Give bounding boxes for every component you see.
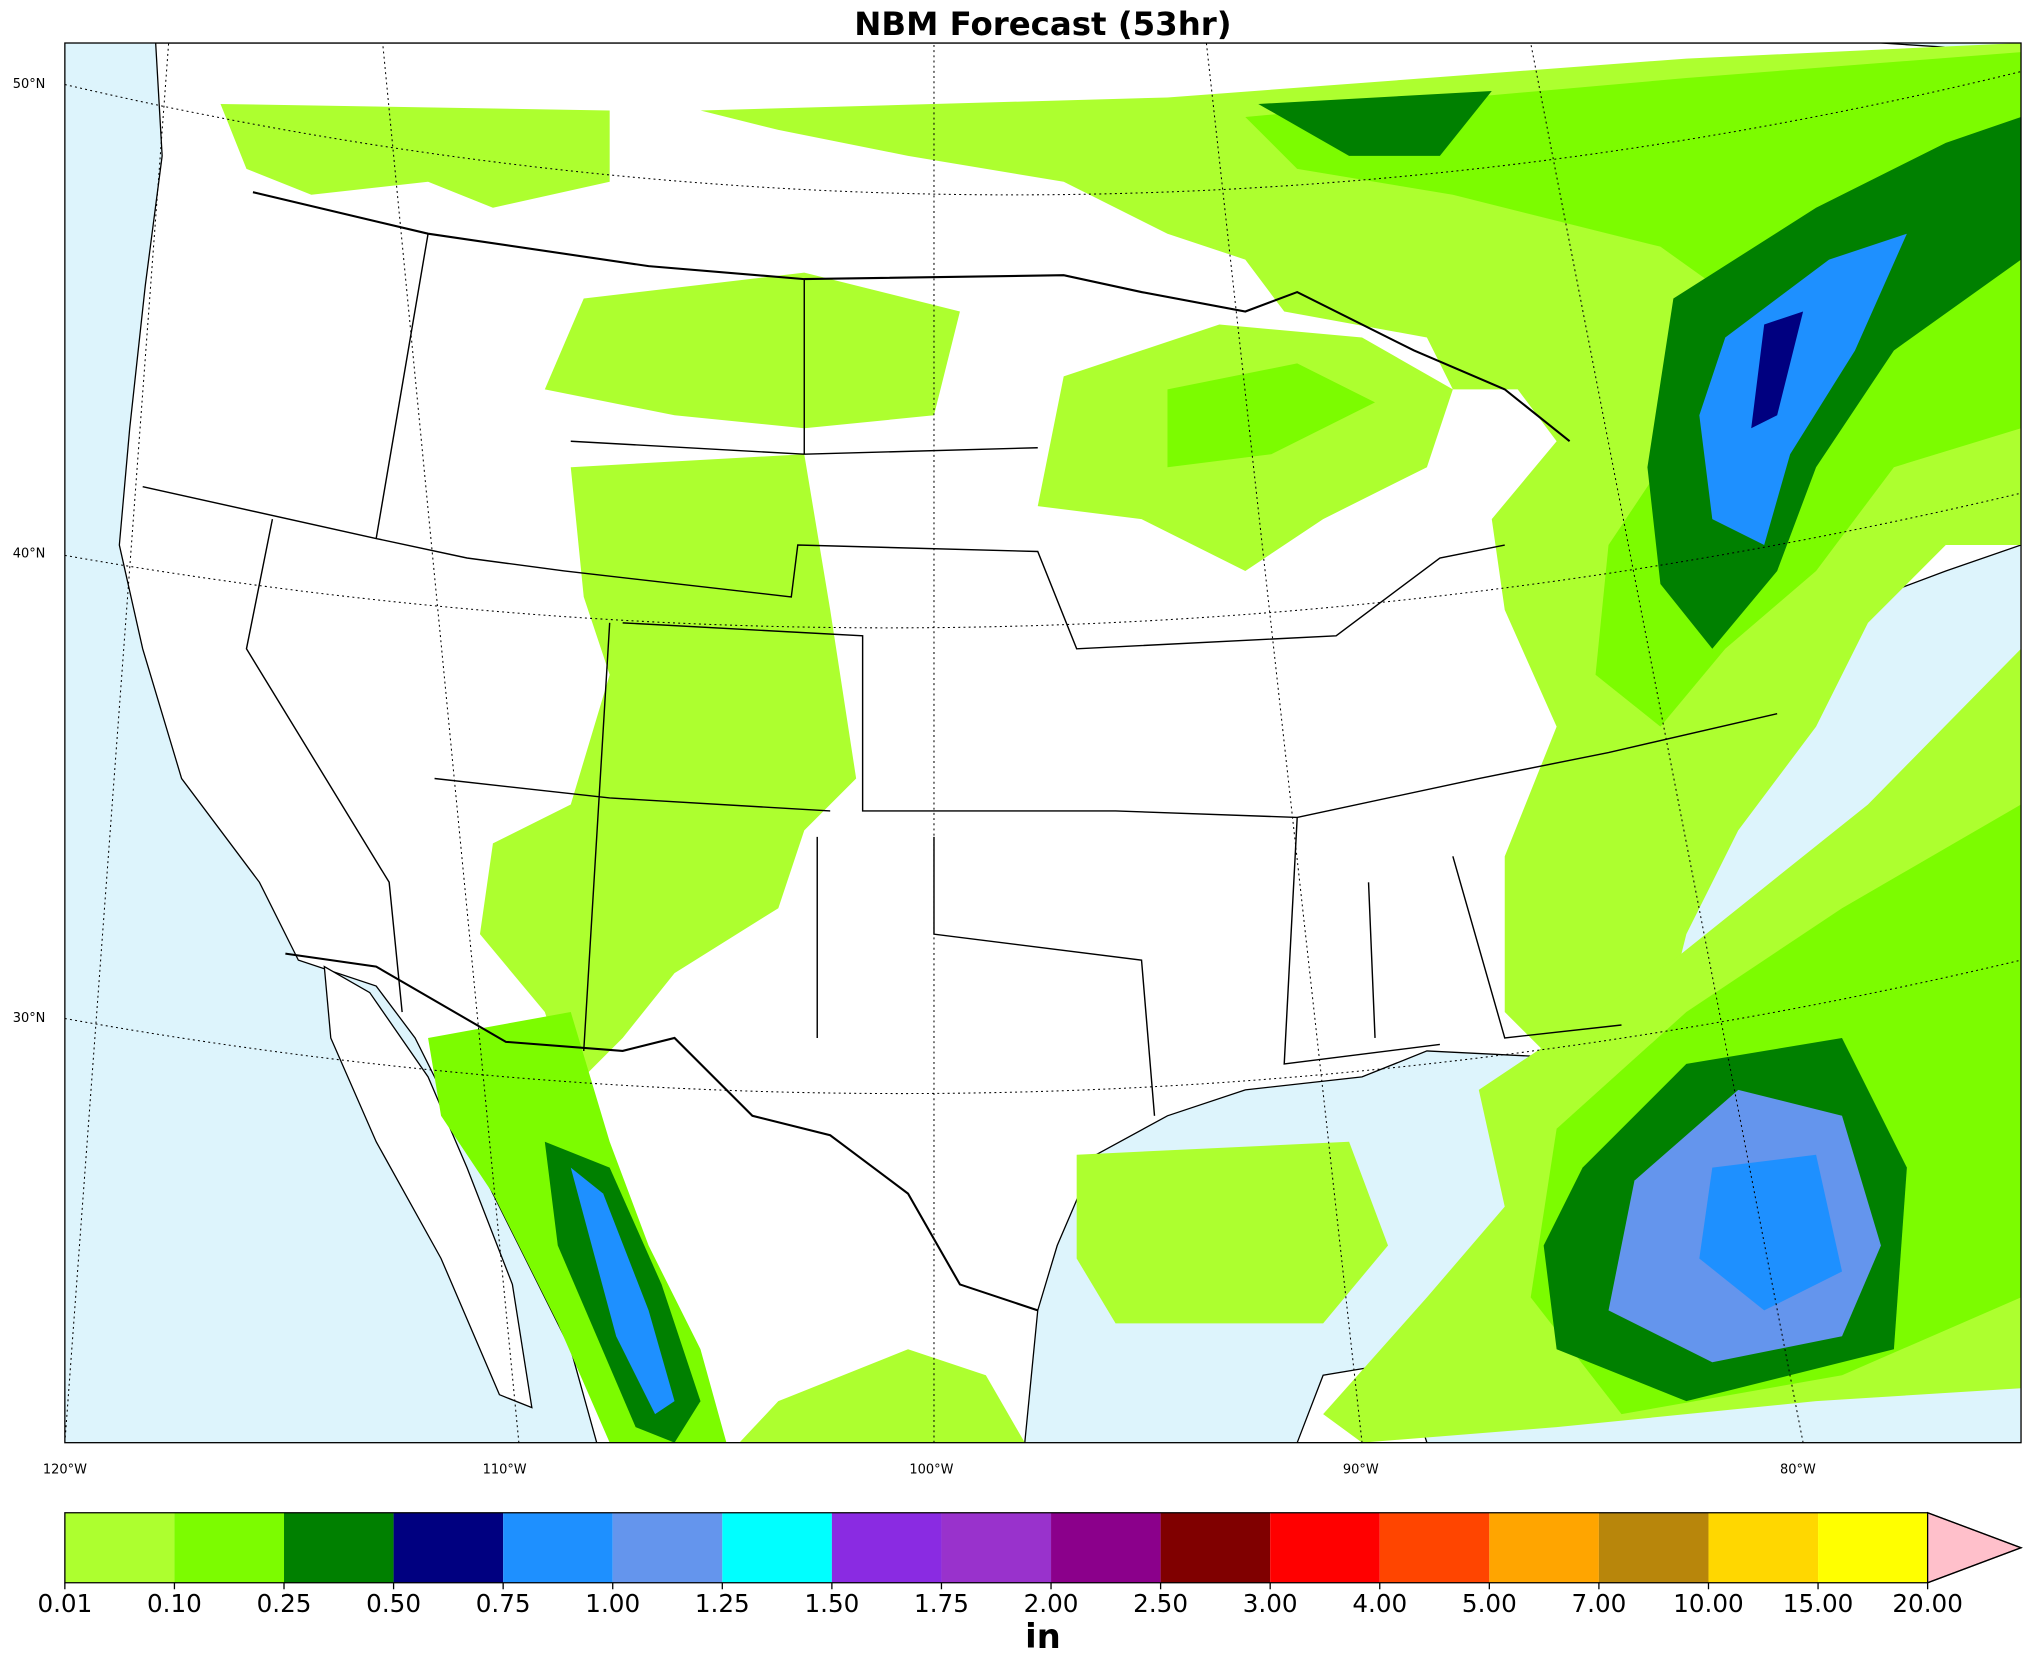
precip-area [1699, 233, 1907, 546]
lat-label: 30°N [13, 1011, 46, 1026]
colorbar-outline [64, 1512, 2023, 1584]
colorbar-segment [174, 1512, 285, 1583]
colorbar-tick-label: 2.50 [1133, 1589, 1188, 1618]
colorbar-tick-label: 10.00 [1673, 1589, 1744, 1618]
colorbar-segment [1818, 1512, 1928, 1583]
colorbar-segment [831, 1512, 942, 1583]
colorbar-tick-label: 4.00 [1352, 1589, 1407, 1618]
colorbar-tick-label: 0.25 [257, 1589, 312, 1618]
graticule [64, 43, 2022, 1443]
colorbar-segment [284, 1512, 394, 1583]
map [64, 43, 2022, 1443]
lon-label: 90°W [1343, 1462, 1379, 1477]
colorbar: 0.01 0.10 0.25 0.50 0.75 1.00 1.25 1.50 1.75 2.00… [37, 1511, 2023, 1618]
colorbar-tick-label: 1.25 [695, 1589, 750, 1618]
colorbar-tick-label: 0.10 [147, 1589, 202, 1618]
colorbar-tick-label: 1.50 [804, 1589, 859, 1618]
precip-area [1751, 311, 1804, 429]
colorbar-segment [612, 1512, 723, 1583]
lon-label: 120°W [43, 1462, 87, 1477]
precipitation [220, 43, 2022, 1443]
map-frame [64, 42, 2022, 1444]
lon-label: 110°W [483, 1462, 527, 1477]
state-borders [142, 233, 1778, 1116]
colorbar-segment [1489, 1512, 1599, 1583]
colorbar-tick-label: 15.00 [1783, 1589, 1854, 1618]
lon-label: 100°W [909, 1462, 953, 1477]
colorbar-tick-label: 0.75 [476, 1589, 531, 1618]
lat-label: 40°N [13, 547, 46, 562]
colorbar-tick-label: 7.00 [1571, 1589, 1626, 1618]
us-canada-border [252, 191, 1571, 443]
colorbar-segment [1051, 1512, 1161, 1583]
colorbar-tick-label: 5.00 [1462, 1589, 1517, 1618]
colorbar-tick-label: 3.00 [1243, 1589, 1298, 1618]
baja [323, 965, 533, 1409]
precip-area [1258, 91, 1492, 156]
title: NBM Forecast (53hr) [854, 5, 1231, 43]
colorbar-tick-label: 1.75 [914, 1589, 969, 1618]
colorbar-segment [1708, 1512, 1819, 1583]
precip-area [570, 1167, 675, 1415]
precip-area [1167, 363, 1376, 468]
colorbar-segment [1598, 1512, 1709, 1583]
colorbar-segment [941, 1512, 1052, 1583]
colorbar-segment [722, 1512, 832, 1583]
colorbar-tick-label: 20.00 [1892, 1589, 1963, 1618]
colorbar-segment [1270, 1512, 1380, 1583]
precip-area [739, 1349, 1025, 1443]
precip-area [1699, 1154, 1843, 1311]
colorbar-segment [1160, 1512, 1271, 1583]
precip-area [1076, 1141, 1388, 1324]
colorbar-tick-label: 1.00 [585, 1589, 640, 1618]
lat-label: 50°N [13, 77, 46, 92]
colorbar-tick-label: 0.50 [366, 1589, 421, 1618]
colorbar-tick-label: 2.00 [1024, 1589, 1079, 1618]
colorbar-extend [1926, 1511, 2023, 1584]
colorbar-segment [503, 1512, 613, 1583]
colorbar-tick-label: 0.01 [37, 1589, 92, 1618]
lon-label: 80°W [1780, 1462, 1816, 1477]
precip-area [220, 103, 610, 208]
precip-area [479, 454, 857, 1090]
colorbar-segment [393, 1512, 504, 1583]
colorbar-segment [1379, 1512, 1490, 1583]
colorbar-unit: in [1025, 1617, 1061, 1656]
precip-area [544, 272, 960, 429]
colorbar-segment [64, 1512, 175, 1583]
